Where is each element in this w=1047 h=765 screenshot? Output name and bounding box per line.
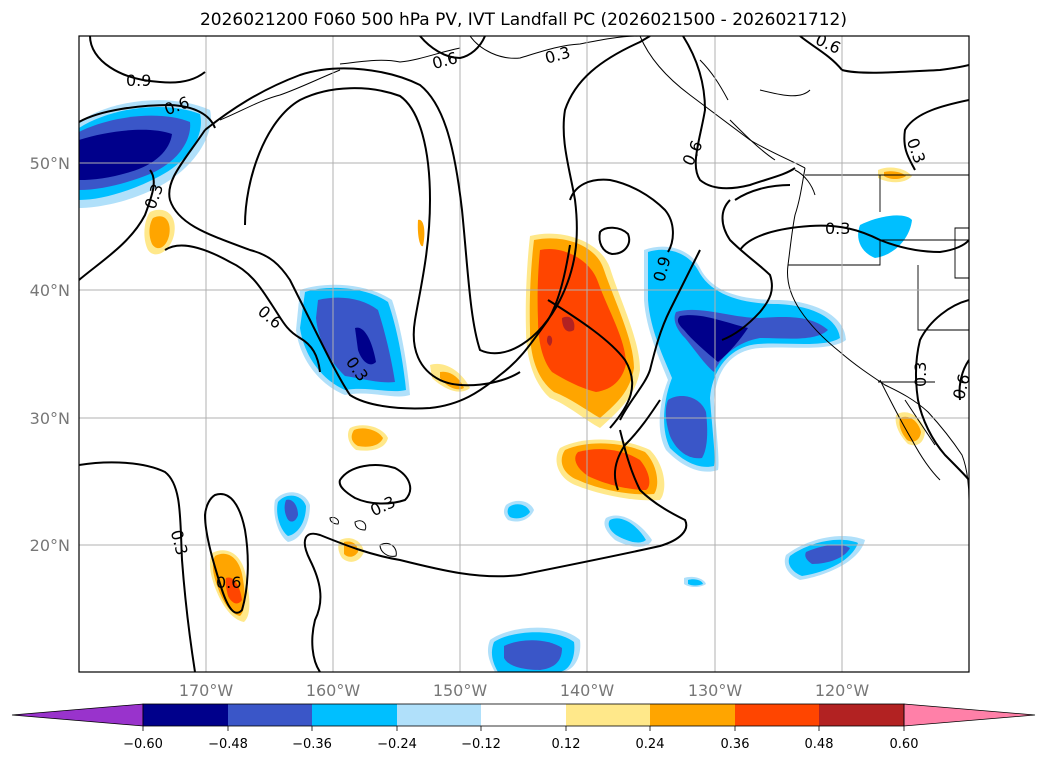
colorbar-bin: [312, 704, 397, 726]
lon-label: 140°W: [560, 681, 615, 700]
contour-label: 0.3: [825, 219, 850, 238]
contour-06-sw: [203, 493, 249, 614]
colorbar-tick-label: 0.60: [890, 737, 919, 752]
colorbar-tick-label: −0.48: [208, 737, 248, 752]
contour-09-nw: [89, 36, 206, 84]
colorbar-tick-label: −0.36: [292, 737, 332, 752]
contour-09-east: [569, 178, 674, 253]
colorbar-tick-label: −0.24: [377, 737, 417, 752]
contour-lower-mid: [303, 429, 688, 672]
colorbar-tick-label: −0.12: [461, 737, 501, 752]
political-borders: [788, 174, 969, 383]
lat-label: 20°N: [30, 536, 70, 555]
coast-alaska: [469, 36, 641, 59]
contour-06-west: [419, 36, 486, 60]
map-frame: [78, 35, 970, 673]
contour-big-loop: [204, 36, 651, 355]
ivt-contours: [79, 36, 969, 672]
lon-label: 170°W: [179, 681, 234, 700]
map-title: 2026021200 F060 500 hPa PV, IVT Landfall…: [199, 10, 847, 30]
contour-03-ne: [903, 99, 969, 171]
contour-06-e3: [619, 249, 701, 421]
contour-03-sw: [79, 461, 196, 672]
colorbar-bin: [819, 704, 904, 726]
colorbar-bin: [228, 704, 312, 726]
lon-label: 120°W: [815, 681, 870, 700]
contour-03-hawaii: [338, 464, 412, 505]
contour-03-east: [739, 224, 969, 254]
longitude-labels: 170°W 160°W 150°W 140°W 130°W 120°W: [179, 681, 870, 700]
lon-label: 150°W: [433, 681, 488, 700]
contour-label: 0.9: [126, 71, 151, 90]
colorbar-bin: [397, 704, 481, 726]
colorbar-tick-label: 0.48: [805, 737, 834, 752]
lon-label: 160°W: [306, 681, 361, 700]
contour-06-ne: [841, 64, 969, 74]
colorbar-bin: [143, 704, 228, 726]
colorbar-bin: [735, 704, 819, 726]
coast-west-us: [787, 167, 969, 501]
contour-east-big: [682, 36, 796, 190]
colorbar-tick-label: 0.24: [636, 737, 665, 752]
contour-big-loop-2: [168, 129, 571, 410]
contour-06-ne2: [799, 36, 843, 71]
lat-label: 30°N: [30, 409, 70, 428]
contour-label: 0.3: [911, 362, 930, 387]
map-area: 0.9 0.6 0.3 0.6 0.3 0.6 0.3 0.6 0.9 0.6 …: [79, 36, 974, 672]
contour-label: 0.6: [949, 372, 974, 402]
contour-03-inner: [244, 87, 521, 387]
colorbar: −0.60 −0.48 −0.36 −0.24 −0.12 0.12 0.24 …: [11, 703, 1036, 752]
lon-label: 130°W: [688, 681, 743, 700]
contour-e-south: [914, 299, 969, 481]
contour-06-east: [547, 299, 634, 429]
colorbar-bin: [650, 704, 735, 726]
colorbar-tick-label: 0.36: [721, 737, 750, 752]
contour-06-se: [958, 359, 969, 401]
contour-label: 0.6: [216, 573, 241, 592]
lat-label: 40°N: [30, 281, 70, 300]
contour-09-east2: [721, 199, 773, 341]
colorbar-bin: [481, 704, 566, 726]
contour-lower-2: [613, 399, 661, 491]
latitude-labels: 50°N 40°N 30°N 20°N: [30, 154, 70, 555]
graticule: [79, 36, 969, 672]
contour-06-nw: [79, 103, 216, 129]
contour-03-nw: [79, 169, 155, 281]
lat-label: 50°N: [30, 154, 70, 173]
colorbar-under-arrow: [11, 703, 144, 727]
contour-06-mid: [164, 244, 321, 373]
colorbar-bin: [566, 704, 650, 726]
colorbar-over-arrow: [903, 703, 1036, 727]
colorbar-tick-label: 0.12: [552, 737, 581, 752]
colorbar-tick-label: −0.60: [123, 737, 163, 752]
contour-small-loop: [598, 226, 631, 256]
